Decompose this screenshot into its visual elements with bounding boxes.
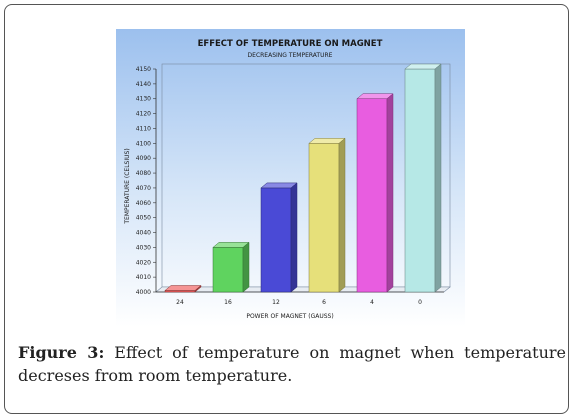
y-tick-label: 4010 — [136, 274, 151, 281]
y-tick-label: 4080 — [136, 170, 151, 177]
y-tick-label: 4090 — [136, 155, 151, 162]
y-tick-label: 4100 — [136, 140, 151, 147]
chart-title: EFFECT OF TEMPERATURE ON MAGNET — [198, 39, 383, 49]
caption-text: Effect of temperature on magnet when tem… — [18, 343, 566, 385]
y-tick-label: 4050 — [136, 215, 151, 222]
y-tick-label: 4070 — [136, 185, 151, 192]
y-tick-label: 4060 — [136, 200, 151, 207]
caption-label: Figure 3: — [18, 343, 105, 362]
x-tick-label-0: 0 — [418, 299, 422, 306]
chart-svg: EFFECT OF TEMPERATURE ON MAGNET DECREASI… — [116, 29, 465, 327]
plot-area: 4000 4010 4020 4030 4040 4050 4060 4070 4080 4090… — [136, 63, 451, 306]
x-tick-label-16: 16 — [224, 299, 232, 306]
y-tick-label: 4030 — [136, 244, 151, 251]
x-tick-label-6: 6 — [322, 299, 326, 306]
y-tick-label: 4130 — [136, 96, 151, 103]
bar-front-0 — [404, 68, 436, 293]
bar-front-16 — [212, 247, 244, 293]
y-tick-label: 4120 — [136, 111, 151, 118]
bar-side-6 — [338, 137, 346, 293]
bar-side-4 — [386, 93, 394, 293]
y-tick-label: 4040 — [136, 230, 151, 237]
bar-side-16 — [242, 241, 250, 293]
bar-side-12 — [290, 182, 298, 293]
bar-chart: EFFECT OF TEMPERATURE ON MAGNET DECREASI… — [116, 29, 465, 327]
y-tick-label: 4140 — [136, 81, 151, 88]
figure-frame: EFFECT OF TEMPERATURE ON MAGNET DECREASI… — [4, 4, 569, 414]
x-tick-label-24: 24 — [176, 299, 184, 306]
y-tick-label: 4000 — [136, 289, 151, 296]
x-tick-label-12: 12 — [272, 299, 280, 306]
y-tick-label: 4150 — [136, 66, 151, 73]
bar-side-24 — [194, 284, 202, 293]
bar-front-4 — [356, 98, 388, 293]
y-tick-label: 4110 — [136, 125, 151, 132]
chart-subtitle: DECREASING TEMPERATURE — [248, 52, 333, 59]
bar-front-12 — [260, 187, 292, 293]
y-axis-label: TEMPERATURE (CELSIUS) — [124, 148, 131, 224]
figure-caption: Figure 3: Effect of temperature on magne… — [18, 341, 566, 387]
bar-front-6 — [308, 143, 340, 293]
bar-side-0 — [434, 63, 442, 293]
x-tick-label-4: 4 — [370, 299, 374, 306]
y-tick-label: 4020 — [136, 259, 151, 266]
x-axis-label: POWER OF MAGNET (GAUSS) — [246, 313, 333, 320]
